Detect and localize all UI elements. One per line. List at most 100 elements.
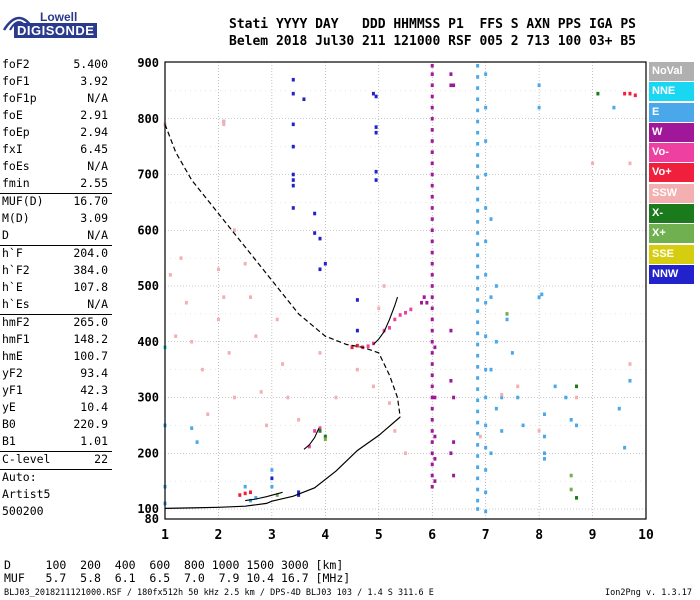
- echo-point: [398, 313, 402, 317]
- echo-point: [355, 367, 359, 372]
- echo-point: [270, 468, 274, 472]
- param-row: fmin 2.55: [0, 176, 112, 193]
- param-value: 204.0: [73, 246, 108, 260]
- param-row: h`Es N/A: [0, 297, 112, 314]
- echo-point: [623, 91, 627, 96]
- echo-point: [291, 178, 295, 182]
- param-row: yF2 93.4: [0, 366, 112, 383]
- param-name: M(D): [2, 211, 30, 225]
- param-row: h`F 204.0: [0, 246, 112, 263]
- echo-point: [291, 77, 295, 82]
- echo-point: [484, 139, 488, 143]
- echo-point: [430, 239, 434, 244]
- echo-marks: [163, 63, 637, 514]
- echo-point: [168, 273, 172, 277]
- echo-point: [484, 206, 488, 210]
- echo-point: [430, 261, 434, 266]
- param-value: 107.8: [73, 280, 108, 294]
- x-tick-label: 10: [638, 528, 654, 543]
- echo-point: [628, 378, 632, 383]
- echo-point: [243, 261, 247, 266]
- echo-point: [476, 186, 480, 191]
- echo-point: [476, 398, 480, 403]
- profile-dashed-curve: [164, 124, 401, 418]
- echo-point: [206, 412, 210, 417]
- echo-point: [476, 507, 480, 511]
- echo-point: [307, 444, 311, 449]
- echo-point: [374, 178, 378, 182]
- echo-point: [393, 317, 397, 322]
- echo-point: [489, 217, 493, 221]
- echo-point: [430, 462, 434, 467]
- param-name: B1: [2, 434, 16, 448]
- echo-point: [484, 300, 488, 305]
- param-name: foF1: [2, 74, 30, 88]
- echo-point: [564, 395, 568, 400]
- param-name: yE: [2, 400, 16, 414]
- echo-point: [232, 228, 236, 233]
- echo-point: [449, 378, 453, 383]
- echo-point: [334, 395, 338, 400]
- param-value: 22: [94, 452, 108, 466]
- param-row: MUF(D) 16.70: [0, 194, 112, 211]
- echo-point: [297, 418, 301, 422]
- param-value: 16.70: [73, 194, 108, 208]
- echo-point: [350, 345, 354, 350]
- param-row: 500200: [0, 504, 112, 521]
- param-row: h`E 107.8: [0, 280, 112, 297]
- echo-point: [371, 341, 375, 346]
- echo-point: [476, 376, 480, 380]
- echo-point: [628, 362, 632, 366]
- echo-point: [374, 130, 378, 135]
- echo-point: [484, 490, 488, 495]
- param-row: yF1 42.3: [0, 383, 112, 400]
- param-value: 6.45: [80, 142, 108, 156]
- param-row: foE 2.91: [0, 108, 112, 125]
- echo-point: [433, 479, 437, 483]
- echo-point: [270, 484, 274, 489]
- param-row: Artist5: [0, 487, 112, 504]
- x-tick-label: 9: [589, 528, 597, 543]
- plot-frame: [164, 61, 647, 520]
- echo-point: [452, 83, 456, 88]
- echo-point: [484, 334, 488, 338]
- echo-point: [516, 395, 520, 400]
- param-row: h`F2 384.0: [0, 263, 112, 280]
- scaled-parameters-panel: foF2 5.400 foF1 3.92 foF1p N/A foE 2.91 foEp 2.94…: [0, 57, 112, 521]
- echo-point: [476, 387, 480, 391]
- echo-point: [430, 328, 434, 333]
- echo-point: [265, 423, 269, 428]
- echo-point: [484, 367, 488, 372]
- echo-point: [430, 183, 434, 188]
- param-name: C-level: [2, 452, 51, 466]
- x-tick-label: 3: [268, 528, 276, 543]
- echo-point: [232, 395, 236, 400]
- echo-point: [254, 496, 258, 500]
- param-row: M(D) 3.09: [0, 211, 112, 228]
- echo-point: [476, 353, 480, 358]
- echo-point: [433, 434, 437, 439]
- echo-point: [291, 206, 295, 210]
- file-info-footer: BLJ03_2018211121000.RSF / 180fx512h 50 k…: [4, 588, 434, 598]
- echo-point: [633, 93, 637, 98]
- echo-point: [476, 242, 480, 246]
- polarization-legend: NoVal NNE E W Vo- Vo+ SSW X- X+ SSE NNW: [649, 62, 694, 285]
- echo-point: [430, 116, 434, 121]
- echo-point: [313, 429, 317, 433]
- echo-point: [238, 493, 242, 497]
- echo-point: [355, 343, 359, 348]
- echo-point: [430, 306, 434, 311]
- echo-point: [553, 384, 557, 389]
- echo-point: [537, 83, 541, 88]
- param-name: Auto:: [2, 470, 37, 484]
- param-name: yF2: [2, 366, 23, 380]
- echo-point: [374, 169, 378, 174]
- echo-point: [270, 476, 274, 481]
- param-row: foEs N/A: [0, 159, 112, 176]
- legend-item: Vo+: [649, 163, 694, 183]
- param-row: foF1p N/A: [0, 91, 112, 108]
- param-name: hmF2: [2, 315, 30, 329]
- param-value: 148.2: [73, 332, 108, 346]
- chart-grid: [165, 62, 646, 519]
- echo-point: [484, 105, 488, 110]
